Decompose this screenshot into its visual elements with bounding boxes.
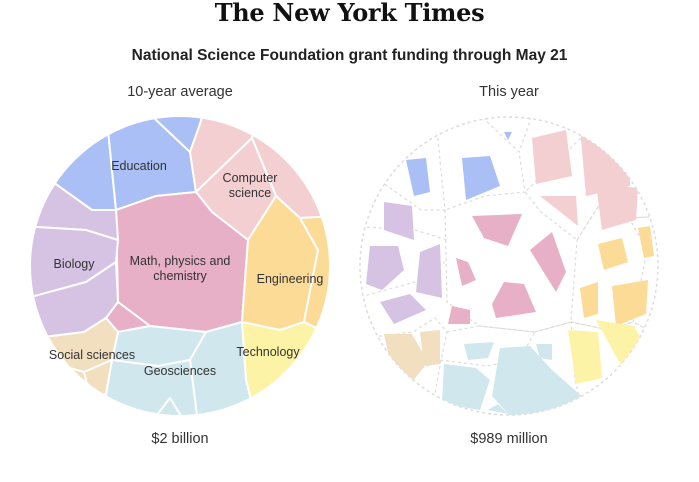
cell-education	[462, 156, 500, 200]
cell-engineering	[638, 226, 654, 258]
cell-geosciences	[442, 364, 490, 410]
label-computer-science-2: science	[229, 186, 271, 200]
masthead[interactable]: The New York Times	[214, 0, 485, 27]
label-math-1: Math, physics and	[130, 254, 231, 268]
cell-engineering	[612, 280, 648, 326]
cell-biology	[31, 261, 119, 341]
cell-math-physics-chemistry	[472, 214, 522, 246]
cell-biology	[380, 294, 426, 324]
cell-math-physics-chemistry	[448, 306, 470, 324]
cell-computer-science	[596, 184, 638, 230]
cell-biology	[366, 246, 404, 290]
cell-engineering	[598, 238, 628, 270]
cell-math-physics-chemistry	[456, 258, 476, 286]
cell-geosciences	[149, 397, 187, 415]
cell-social-sciences	[420, 330, 440, 366]
label-education: Education	[111, 159, 167, 173]
cell-education	[105, 117, 155, 119]
cell-technology	[568, 330, 602, 384]
cell-engineering	[580, 282, 598, 318]
cell-geosciences	[464, 342, 494, 360]
label-biology: Biology	[54, 257, 96, 271]
cell-biology	[416, 244, 442, 298]
cell-geosciences	[488, 404, 508, 414]
cell-geosciences	[492, 346, 584, 415]
cell-computer-science	[540, 196, 578, 226]
left-voronoi	[31, 117, 329, 415]
cell-geosciences	[536, 344, 552, 360]
cell-technology	[241, 321, 329, 405]
cell-education	[504, 132, 512, 140]
label-computer-science-1: Computer	[223, 171, 278, 185]
panel-total-left: $2 billion	[151, 431, 209, 447]
label-technology: Technology	[236, 345, 300, 359]
chart-title: National Science Foundation grant fundin…	[131, 47, 568, 64]
label-geosciences: Geosciences	[144, 364, 216, 378]
panel-label-right: This year	[479, 84, 539, 100]
label-engineering: Engineering	[257, 272, 324, 286]
cell-computer-science	[580, 128, 630, 196]
cell-math-physics-chemistry	[492, 282, 536, 318]
cell-computer-science	[532, 130, 572, 184]
panel-label-left: 10-year average	[127, 84, 233, 100]
cell-education	[406, 158, 430, 196]
label-social-sciences: Social sciences	[49, 348, 135, 362]
panel-total-right: $989 million	[470, 431, 548, 447]
right-voronoi	[359, 116, 659, 416]
cell-biology	[384, 202, 414, 240]
label-math-2: chemistry	[153, 269, 207, 283]
cell-math-physics-chemistry	[530, 232, 566, 292]
